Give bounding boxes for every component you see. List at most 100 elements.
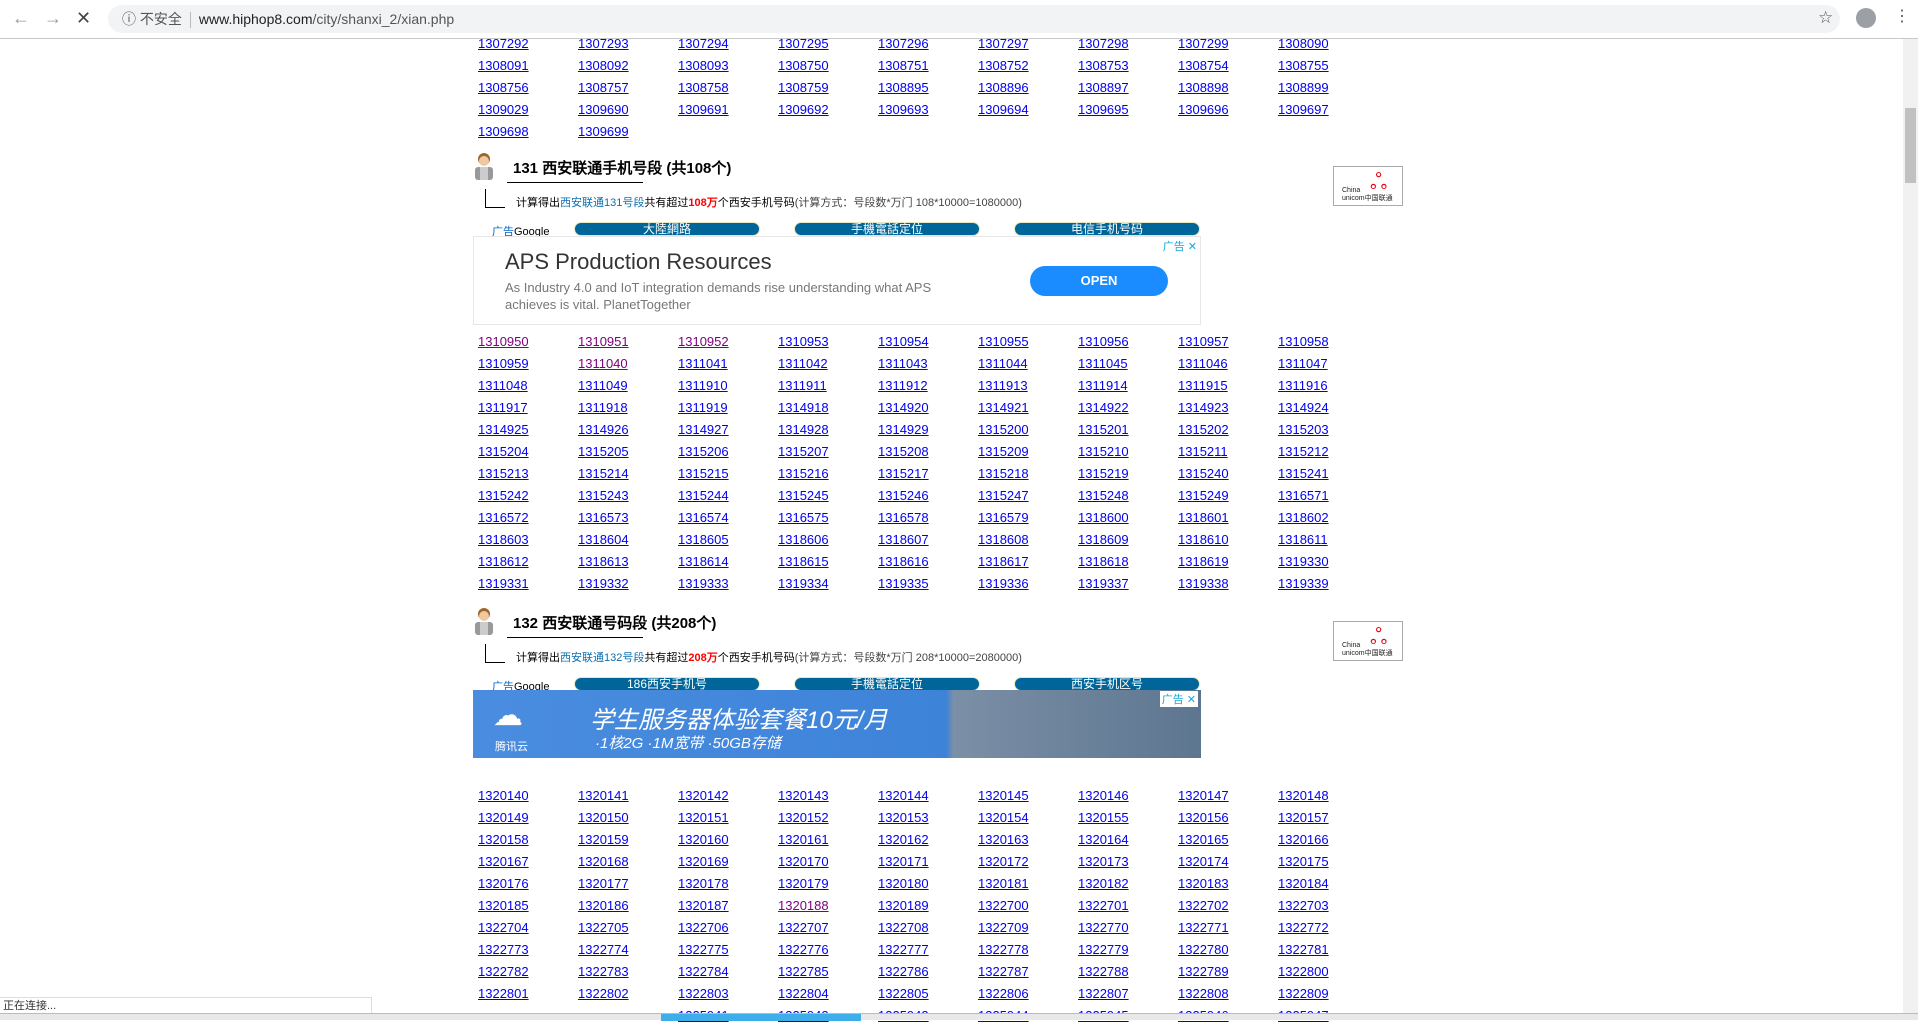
ad-headline[interactable]: APS Production Resources xyxy=(505,249,772,274)
number-segment-link[interactable]: 1311048 xyxy=(478,378,528,393)
number-segment-link[interactable]: 1315214 xyxy=(578,466,629,481)
number-segment-link[interactable]: 1308898 xyxy=(1178,80,1229,95)
number-segment-link[interactable]: 1322782 xyxy=(478,964,529,979)
number-segment-link[interactable]: 1319337 xyxy=(1078,576,1129,591)
number-segment-link[interactable]: 1315243 xyxy=(578,488,629,503)
number-segment-link[interactable]: 1308759 xyxy=(778,80,829,95)
segment-link[interactable]: 西安联通131号段 xyxy=(560,197,645,209)
number-segment-link[interactable]: 1320175 xyxy=(1278,854,1329,869)
number-segment-link[interactable]: 1322780 xyxy=(1178,942,1229,957)
number-segment-link[interactable]: 1322800 xyxy=(1278,964,1329,979)
number-segment-link[interactable]: 1320150 xyxy=(578,810,629,825)
number-segment-link[interactable]: 1308896 xyxy=(978,80,1029,95)
number-segment-link[interactable]: 1315209 xyxy=(978,444,1029,459)
number-segment-link[interactable]: 1309693 xyxy=(878,102,929,117)
number-segment-link[interactable]: 1308897 xyxy=(1078,80,1129,95)
number-segment-link[interactable]: 1308090 xyxy=(1278,36,1329,51)
number-segment-link[interactable]: 1322773 xyxy=(478,942,529,957)
number-segment-link[interactable]: 1320187 xyxy=(678,898,729,913)
number-segment-link[interactable]: 1308756 xyxy=(478,80,529,95)
number-segment-link[interactable]: 1322704 xyxy=(478,920,529,935)
number-segment-link[interactable]: 1309694 xyxy=(978,102,1029,117)
number-segment-link[interactable]: 1320142 xyxy=(678,788,729,803)
number-segment-link[interactable]: 1320170 xyxy=(778,854,829,869)
number-segment-link[interactable]: 1309699 xyxy=(578,124,629,139)
number-segment-link[interactable]: 1315204 xyxy=(478,444,529,459)
tencent-cloud-banner-ad[interactable]: ☁ 腾讯云 学生服务器体验套餐10元/月 ·1核2G ·1M宽带 ·50GB存储… xyxy=(473,690,1201,758)
number-segment-link[interactable]: 1318604 xyxy=(578,532,629,547)
number-segment-link[interactable]: 1320171 xyxy=(878,854,929,869)
close-icon[interactable]: ✕ xyxy=(1186,694,1196,706)
number-segment-link[interactable]: 1310958 xyxy=(1278,334,1329,349)
number-segment-link[interactable]: 1311911 xyxy=(778,378,827,393)
number-segment-link[interactable]: 1320141 xyxy=(578,788,629,803)
number-segment-link[interactable]: 1315206 xyxy=(678,444,729,459)
number-segment-link[interactable]: 1315208 xyxy=(878,444,929,459)
ad-link-button[interactable]: 西安手机区号 xyxy=(1014,677,1200,691)
number-segment-link[interactable]: 1318605 xyxy=(678,532,729,547)
vertical-scrollbar[interactable] xyxy=(1903,39,1918,1013)
number-segment-link[interactable]: 1320178 xyxy=(678,876,729,891)
number-segment-link[interactable]: 1322706 xyxy=(678,920,729,935)
number-segment-link[interactable]: 1320148 xyxy=(1278,788,1329,803)
number-segment-link[interactable]: 1311047 xyxy=(1278,356,1328,371)
number-segment-link[interactable]: 1309691 xyxy=(678,102,729,117)
number-segment-link[interactable]: 1318616 xyxy=(878,554,929,569)
number-segment-link[interactable]: 1311912 xyxy=(878,378,928,393)
number-segment-link[interactable]: 1319339 xyxy=(1278,576,1329,591)
number-segment-link[interactable]: 1320172 xyxy=(978,854,1029,869)
number-segment-link[interactable]: 1320169 xyxy=(678,854,729,869)
number-segment-link[interactable]: 1320166 xyxy=(1278,832,1329,847)
number-segment-link[interactable]: 1322701 xyxy=(1078,898,1129,913)
number-segment-link[interactable]: 1322708 xyxy=(878,920,929,935)
number-segment-link[interactable]: 1322783 xyxy=(578,964,629,979)
number-segment-link[interactable]: 1315219 xyxy=(1078,466,1129,481)
ad-link-button[interactable]: 手機電話定位 xyxy=(794,222,980,236)
number-segment-link[interactable]: 1322707 xyxy=(778,920,829,935)
number-segment-link[interactable]: 1322785 xyxy=(778,964,829,979)
number-segment-link[interactable]: 1311919 xyxy=(678,400,728,415)
number-segment-link[interactable]: 1311049 xyxy=(578,378,628,393)
number-segment-link[interactable]: 1315205 xyxy=(578,444,629,459)
scrollbar-thumb[interactable] xyxy=(1905,108,1916,183)
number-segment-link[interactable]: 1322802 xyxy=(578,986,629,1001)
number-segment-link[interactable]: 1320140 xyxy=(478,788,529,803)
number-segment-link[interactable]: 1319334 xyxy=(778,576,829,591)
number-segment-link[interactable]: 1320188 xyxy=(778,898,829,913)
number-segment-link[interactable]: 1307294 xyxy=(678,36,729,51)
number-segment-link[interactable]: 1320143 xyxy=(778,788,829,803)
number-segment-link[interactable]: 1311041 xyxy=(678,356,728,371)
number-segment-link[interactable]: 1320183 xyxy=(1178,876,1229,891)
number-segment-link[interactable]: 1310957 xyxy=(1178,334,1229,349)
number-segment-link[interactable]: 1315202 xyxy=(1178,422,1229,437)
number-segment-link[interactable]: 1322809 xyxy=(1278,986,1329,1001)
number-segment-link[interactable]: 1318611 xyxy=(1278,532,1328,547)
number-segment-link[interactable]: 1315201 xyxy=(1078,422,1129,437)
number-segment-link[interactable]: 1322770 xyxy=(1078,920,1129,935)
number-segment-link[interactable]: 1311915 xyxy=(1178,378,1228,393)
number-segment-link[interactable]: 1322801 xyxy=(478,986,529,1001)
number-segment-link[interactable]: 1309695 xyxy=(1078,102,1129,117)
number-segment-link[interactable]: 1309690 xyxy=(578,102,629,117)
number-segment-link[interactable]: 1310951 xyxy=(578,334,629,349)
number-segment-link[interactable]: 1322771 xyxy=(1178,920,1229,935)
ad-choices[interactable]: 广告 ✕ xyxy=(1163,238,1197,254)
number-segment-link[interactable]: 1315217 xyxy=(878,466,929,481)
number-segment-link[interactable]: 1320153 xyxy=(878,810,929,825)
number-segment-link[interactable]: 1320163 xyxy=(978,832,1029,847)
number-segment-link[interactable]: 1318612 xyxy=(478,554,529,569)
number-segment-link[interactable]: 1320158 xyxy=(478,832,529,847)
number-segment-link[interactable]: 1320185 xyxy=(478,898,529,913)
number-segment-link[interactable]: 1318602 xyxy=(1278,510,1329,525)
number-segment-link[interactable]: 1308092 xyxy=(578,58,629,73)
number-segment-link[interactable]: 1310956 xyxy=(1078,334,1129,349)
number-segment-link[interactable]: 1322805 xyxy=(878,986,929,1001)
number-segment-link[interactable]: 1320167 xyxy=(478,854,529,869)
number-segment-link[interactable]: 1316574 xyxy=(678,510,729,525)
number-segment-link[interactable]: 1314918 xyxy=(778,400,829,415)
number-segment-link[interactable]: 1318617 xyxy=(978,554,1029,569)
number-segment-link[interactable]: 1316575 xyxy=(778,510,829,525)
number-segment-link[interactable]: 1311042 xyxy=(778,356,828,371)
number-segment-link[interactable]: 1322702 xyxy=(1178,898,1229,913)
number-segment-link[interactable]: 1308751 xyxy=(878,58,929,73)
